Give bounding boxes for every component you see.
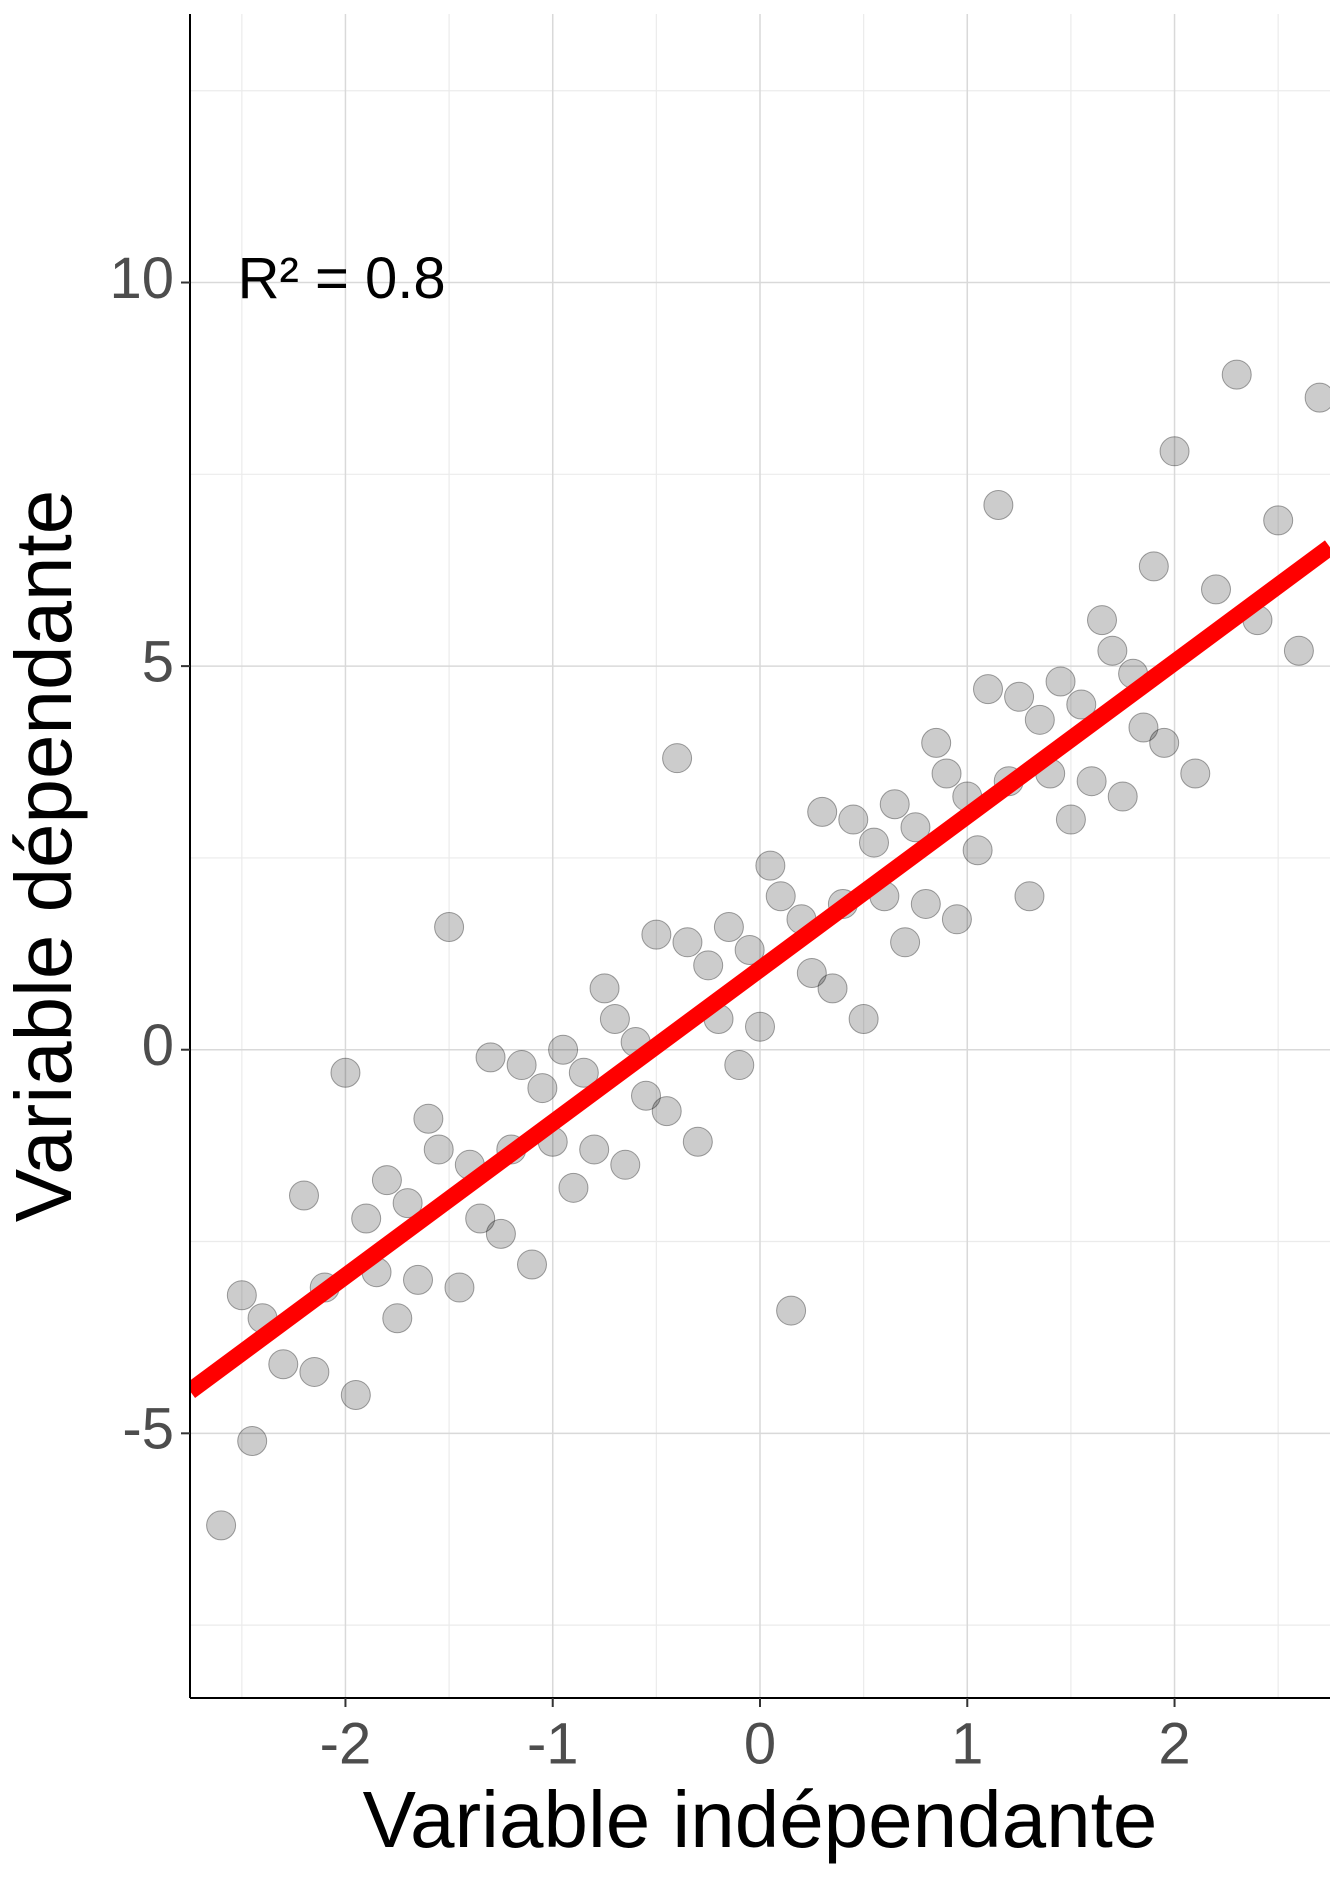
point xyxy=(755,850,786,881)
point xyxy=(734,934,765,965)
point xyxy=(817,973,848,1004)
point xyxy=(206,1510,237,1541)
y-tick-label: -5 xyxy=(122,1397,174,1462)
point xyxy=(599,1004,630,1035)
point xyxy=(1128,712,1159,743)
point xyxy=(1004,681,1035,712)
point xyxy=(403,1264,433,1295)
point xyxy=(1055,804,1086,835)
point xyxy=(672,927,703,958)
point xyxy=(351,1203,382,1234)
point xyxy=(299,1356,330,1387)
y-tick-label: 10 xyxy=(109,246,174,311)
point xyxy=(485,1218,516,1249)
point xyxy=(568,1057,599,1088)
x-axis-title: Variable indépendante xyxy=(363,1775,1158,1864)
point xyxy=(392,1188,423,1219)
point xyxy=(548,1034,579,1065)
point xyxy=(413,1103,444,1134)
point xyxy=(1304,382,1330,413)
point xyxy=(1138,551,1169,582)
point xyxy=(1283,635,1314,666)
point xyxy=(1263,505,1294,536)
point xyxy=(506,1050,537,1081)
point xyxy=(983,490,1014,521)
point xyxy=(1097,635,1128,666)
point xyxy=(1180,758,1211,789)
point xyxy=(330,1057,361,1088)
point xyxy=(517,1249,547,1280)
y-tick-label: 5 xyxy=(142,629,174,694)
point xyxy=(382,1303,413,1334)
regression-line xyxy=(190,540,1330,1398)
point xyxy=(558,1172,589,1203)
point xyxy=(1045,666,1076,697)
grid xyxy=(190,14,1330,1698)
point xyxy=(579,1134,610,1165)
point xyxy=(641,919,672,950)
point xyxy=(1014,881,1045,912)
point xyxy=(268,1349,299,1380)
point xyxy=(434,911,465,942)
x-tick-label: -2 xyxy=(320,1711,372,1776)
annotation: R² = 0.8 xyxy=(238,246,446,311)
point xyxy=(838,804,869,835)
point xyxy=(237,1425,268,1456)
x-tick-label: -1 xyxy=(527,1711,579,1776)
point xyxy=(340,1379,371,1410)
point xyxy=(682,1126,713,1157)
point xyxy=(631,1080,661,1111)
point xyxy=(973,674,1003,705)
point xyxy=(527,1073,558,1104)
point xyxy=(910,888,941,919)
point xyxy=(1076,766,1107,797)
point xyxy=(610,1149,641,1180)
point xyxy=(662,743,693,774)
point xyxy=(1024,704,1055,735)
point xyxy=(890,927,921,958)
point xyxy=(1201,574,1231,605)
y-tick-label: 0 xyxy=(142,1013,174,1078)
point xyxy=(475,1042,506,1073)
point xyxy=(226,1280,257,1311)
point xyxy=(962,835,993,866)
point xyxy=(1159,436,1190,467)
point xyxy=(1066,689,1097,720)
plot-area xyxy=(190,359,1330,1541)
point xyxy=(879,789,910,820)
point xyxy=(1149,727,1180,758)
point xyxy=(589,973,620,1004)
point xyxy=(941,904,972,935)
point xyxy=(1221,359,1252,390)
x-tick-label: 0 xyxy=(744,1711,776,1776)
point xyxy=(796,957,827,988)
point xyxy=(921,727,952,758)
point xyxy=(465,1203,496,1234)
point xyxy=(931,758,962,789)
point xyxy=(900,812,931,843)
point xyxy=(651,1096,682,1127)
point xyxy=(848,1004,879,1035)
point xyxy=(289,1180,319,1211)
point xyxy=(423,1134,454,1165)
point xyxy=(444,1272,475,1303)
y-axis-title: Variable dépendante xyxy=(0,490,88,1222)
point xyxy=(776,1295,807,1326)
point xyxy=(765,881,796,912)
point xyxy=(371,1165,402,1196)
point xyxy=(713,911,744,942)
point xyxy=(724,1050,755,1081)
point xyxy=(693,950,724,981)
point xyxy=(1107,781,1138,812)
axes: -2 -1 0 1 2 -5 0 5 10 Variable indépendante Variab… xyxy=(0,14,1330,1864)
x-tick-label: 2 xyxy=(1158,1711,1190,1776)
x-tick-label: 1 xyxy=(951,1711,983,1776)
point xyxy=(807,796,838,827)
point xyxy=(1087,605,1117,636)
point xyxy=(745,1011,775,1042)
point xyxy=(859,827,889,858)
